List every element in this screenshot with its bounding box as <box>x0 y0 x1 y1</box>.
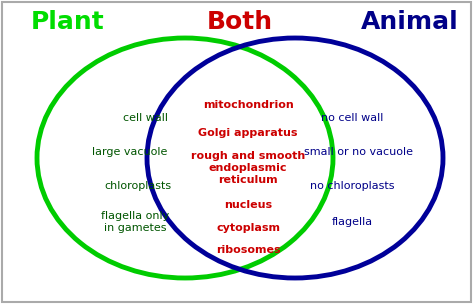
Text: flagella: flagella <box>332 217 373 227</box>
Text: no chloroplasts: no chloroplasts <box>310 181 394 191</box>
Text: Animal: Animal <box>361 10 459 34</box>
Text: Plant: Plant <box>31 10 105 34</box>
Text: mitochondrion: mitochondrion <box>202 100 293 110</box>
Text: cytoplasm: cytoplasm <box>216 223 280 233</box>
Text: ribosomes: ribosomes <box>216 245 280 255</box>
Text: cell wall: cell wall <box>123 113 167 123</box>
Text: flagella only
in gametes: flagella only in gametes <box>101 211 169 233</box>
Text: Both: Both <box>207 10 273 34</box>
Text: Golgi apparatus: Golgi apparatus <box>198 128 298 138</box>
Text: rough and smooth
endoplasmic
reticulum: rough and smooth endoplasmic reticulum <box>191 151 305 185</box>
Text: no cell wall: no cell wall <box>321 113 383 123</box>
FancyBboxPatch shape <box>2 2 471 302</box>
Text: chloroplasts: chloroplasts <box>105 181 172 191</box>
Text: small or no vacuole: small or no vacuole <box>304 147 412 157</box>
Text: large vacuole: large vacuole <box>92 147 168 157</box>
Text: nucleus: nucleus <box>224 200 272 210</box>
